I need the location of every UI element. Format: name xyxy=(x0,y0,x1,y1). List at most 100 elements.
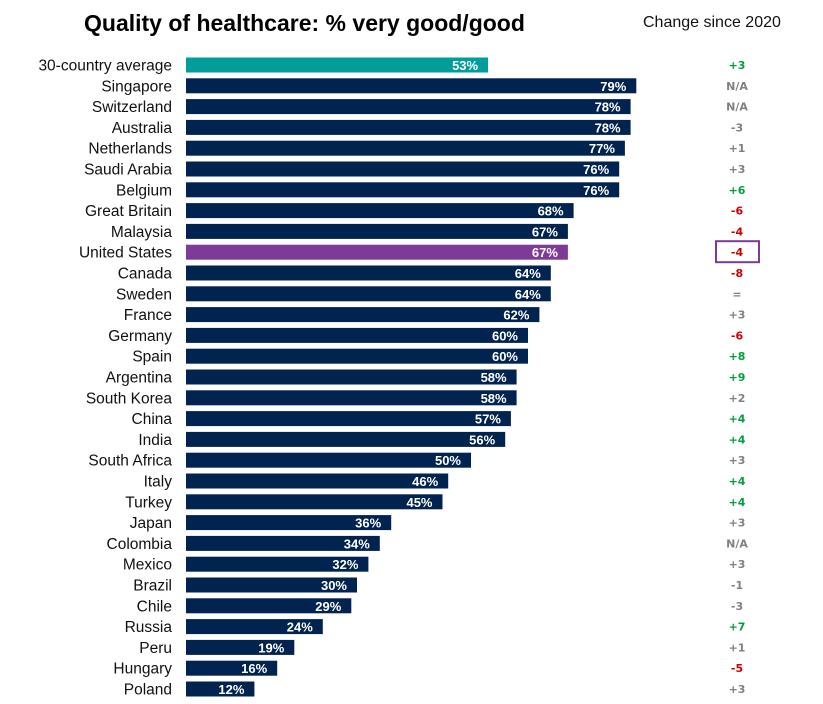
bar xyxy=(186,556,369,572)
bar xyxy=(186,99,631,115)
bar xyxy=(186,265,551,281)
data-label: 46% xyxy=(412,474,438,489)
category-label: South Korea xyxy=(86,390,173,407)
bar xyxy=(186,515,392,531)
bar xyxy=(186,452,471,468)
change-label: +3 xyxy=(729,454,746,467)
data-label: 19% xyxy=(258,640,284,655)
bar xyxy=(186,535,380,551)
bar xyxy=(186,577,357,593)
category-label: Netherlands xyxy=(88,141,172,158)
change-label: -4 xyxy=(731,225,744,238)
change-label: +3 xyxy=(729,683,746,696)
change-label: -1 xyxy=(731,579,743,592)
change-label: +1 xyxy=(729,641,746,654)
data-label: 76% xyxy=(583,183,609,198)
category-label: Sweden xyxy=(116,286,172,303)
category-label: South Africa xyxy=(88,453,172,470)
category-label: United States xyxy=(79,245,172,262)
bar xyxy=(186,182,620,198)
category-label: Malaysia xyxy=(111,224,173,241)
change-label: +4 xyxy=(729,496,746,509)
data-label: 64% xyxy=(515,287,541,302)
bar xyxy=(186,161,620,177)
change-label: +3 xyxy=(729,163,746,176)
data-label: 78% xyxy=(595,100,621,115)
chart-title: Quality of healthcare: % very good/good xyxy=(84,10,525,36)
change-label: +9 xyxy=(729,371,746,384)
change-label: N/A xyxy=(726,80,748,93)
change-label: -6 xyxy=(731,205,744,218)
data-label: 34% xyxy=(344,536,370,551)
data-label: 24% xyxy=(287,620,313,635)
change-label: +4 xyxy=(729,433,746,446)
data-label: 67% xyxy=(532,245,558,260)
category-label: Belgium xyxy=(116,182,172,199)
change-label: +3 xyxy=(729,309,746,322)
change-label: +4 xyxy=(729,413,746,426)
bar xyxy=(186,307,540,323)
bar xyxy=(186,203,574,219)
category-label: Peru xyxy=(139,640,172,657)
category-label: Switzerland xyxy=(92,99,172,116)
bar xyxy=(186,431,506,447)
data-label: 79% xyxy=(600,79,626,94)
bar xyxy=(186,390,517,406)
bar xyxy=(186,286,551,302)
data-label: 62% xyxy=(503,308,529,323)
category-label: Russia xyxy=(125,619,173,636)
category-label: Great Britain xyxy=(85,203,172,220)
change-label: +2 xyxy=(729,392,746,405)
change-label: +3 xyxy=(729,59,746,72)
category-label: Canada xyxy=(118,266,173,283)
bar xyxy=(186,327,528,343)
category-label: Spain xyxy=(132,349,172,366)
category-label: Turkey xyxy=(125,494,172,511)
change-label: N/A xyxy=(726,537,748,550)
data-label: 12% xyxy=(218,682,244,697)
category-label: Hungary xyxy=(113,661,172,678)
data-label: 64% xyxy=(515,266,541,281)
bar xyxy=(186,140,625,156)
data-label: 60% xyxy=(492,349,518,364)
data-label: 68% xyxy=(538,204,564,219)
category-label: Australia xyxy=(112,120,173,137)
category-label: Colombia xyxy=(107,536,173,553)
category-label: Chile xyxy=(137,598,172,615)
category-label: India xyxy=(138,432,172,449)
bar xyxy=(186,619,323,635)
change-label: = xyxy=(732,288,741,301)
data-label: 60% xyxy=(492,328,518,343)
change-label: +3 xyxy=(729,517,746,530)
data-label: 45% xyxy=(406,495,432,510)
category-label: China xyxy=(132,411,173,428)
category-label: France xyxy=(124,307,172,324)
bar xyxy=(186,57,489,73)
data-label: 67% xyxy=(532,224,558,239)
data-label: 58% xyxy=(481,391,507,406)
category-label: Argentina xyxy=(106,370,173,387)
data-label: 78% xyxy=(595,120,621,135)
change-label: +6 xyxy=(729,184,746,197)
data-label: 58% xyxy=(481,370,507,385)
data-label: 53% xyxy=(452,58,478,73)
change-label: -4 xyxy=(731,246,744,259)
change-label: +8 xyxy=(729,350,746,363)
bar xyxy=(186,369,517,385)
category-label: Singapore xyxy=(101,78,172,95)
category-label: Brazil xyxy=(133,578,172,595)
change-label: -6 xyxy=(731,329,744,342)
bar xyxy=(186,119,631,135)
data-label: 30% xyxy=(321,578,347,593)
bar xyxy=(186,660,278,676)
data-label: 16% xyxy=(241,661,267,676)
data-label: 76% xyxy=(583,162,609,177)
category-label: Mexico xyxy=(123,557,172,574)
change-label: +4 xyxy=(729,475,746,488)
bar xyxy=(186,348,528,364)
bar xyxy=(186,639,295,655)
category-label: 30-country average xyxy=(38,58,172,75)
data-label: 32% xyxy=(332,557,358,572)
change-label: +7 xyxy=(729,621,746,634)
